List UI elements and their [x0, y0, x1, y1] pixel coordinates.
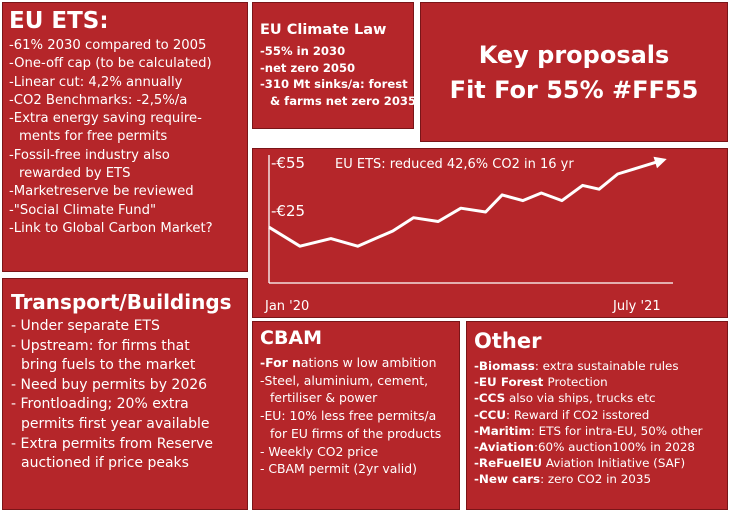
cbam-line-text: - Weekly CO2 price [260, 443, 379, 459]
other-panel: Other -Biomass: extra sustainable rules … [466, 321, 728, 510]
cbam-line: - CBAM permit (2yr valid) [260, 460, 452, 478]
other-line-text: : zero CO2 in 2035 [540, 472, 652, 487]
eu-ets-line: -Marketreserve be reviewed [9, 184, 194, 200]
eu-ets-list: -61% 2030 compared to 2005 -One-off cap … [9, 37, 241, 238]
eu-ets-line: -CO2 Benchmarks: -2,5%/a [9, 92, 188, 108]
other-line-bold: -ReFuelEU [474, 456, 543, 471]
transport-line: - Under separate ETS [11, 318, 160, 334]
other-line-bold: -Maritim [474, 423, 531, 438]
x-tick-label: Jan '20 [264, 299, 309, 314]
cbam-line-bold: -For n [260, 355, 301, 370]
price-series-line [268, 159, 662, 248]
other-line: -EU Forest Protection [474, 374, 720, 390]
other-line-text: Aviation Initiative (SAF) [542, 456, 686, 471]
eu-ets-line: -61% 2030 compared to 2005 [9, 38, 207, 53]
other-line: -Aviation:60% auction100% in 2028 [474, 439, 720, 455]
transport-line: - Upstream: for firms that [11, 337, 190, 354]
cbam-line-text: for EU firms of the products [270, 425, 442, 441]
cbam-list: -For nations w low ambition -Steel, alum… [260, 354, 452, 478]
transport-line: - Frontloading; 20% extra [11, 396, 189, 413]
transport-line: - Need buy permits by 2026 [11, 376, 208, 393]
cbam-line: - Weekly CO2 price [260, 443, 452, 461]
transport-line: - Extra permits from Reserve [11, 435, 213, 452]
other-line-bold: -Aviation [474, 440, 534, 455]
climate-law-list: -55% in 2030 -net zero 2050 -310 Mt sink… [260, 43, 417, 109]
other-line-bold: -New cars [474, 472, 541, 487]
other-line: -CCS also via ships, trucks etc [474, 390, 720, 406]
cbam-line-text: -EU: 10% less free permits/a [260, 408, 437, 424]
key-proposals-title: Key proposals [478, 41, 670, 69]
price-chart: -€55 -€25 EU ETS: reduced 42,6% CO2 in 1… [264, 154, 673, 314]
cbam-line: -For nations w low ambition [260, 354, 452, 372]
eu-ets-line: -"Social Climate Fund" [9, 202, 157, 218]
key-proposals-subtitle: Fit For 55% #FF55 [449, 76, 699, 104]
eu-ets-panel: EU ETS: -61% 2030 compared to 2005 -One-… [2, 2, 248, 272]
cbam-line: -EU: 10% less free permits/a [260, 407, 452, 425]
other-line: -Maritim: ETS for intra-EU, 50% other [474, 423, 720, 439]
cbam-line: for EU firms of the products [260, 425, 452, 443]
other-line: -CCU: Reward if CO2 isstored [474, 407, 720, 423]
climate-law-line: -55% in 2030 [260, 44, 346, 58]
climate-law-line: & farms net zero 2035 [270, 93, 417, 108]
eu-ets-title: EU ETS: [9, 8, 109, 34]
key-proposals-panel: Key proposals Fit For 55% #FF55 [420, 2, 728, 142]
other-line-text: also via ships, trucks etc [505, 391, 656, 406]
arrow-head-icon [653, 156, 667, 169]
climate-law-line: -net zero 2050 [260, 60, 356, 75]
other-line-bold: -CCU [474, 407, 507, 422]
transport-buildings-panel: Transport/Buildings - Under separate ETS… [2, 278, 248, 510]
other-list: -Biomass: extra sustainable rules -EU Fo… [474, 358, 720, 488]
cbam-line-text: fertiliser & power [270, 390, 378, 406]
price-chart-panel: -€55 -€25 EU ETS: reduced 42,6% CO2 in 1… [252, 148, 728, 318]
other-line: -New cars: zero CO2 in 2035 [474, 471, 720, 487]
other-line-text: Protection [547, 375, 608, 390]
x-tick-label: July '21 [612, 299, 661, 314]
cbam-title: CBAM [260, 327, 323, 349]
y-tick-label: -€55 [271, 154, 305, 172]
transport-list: - Under separate ETS - Upstream: for fir… [11, 317, 239, 474]
other-line-text: :60% auction100% in 2028 [533, 440, 695, 455]
cbam-line-text: -Steel, aluminium, cement, [260, 372, 429, 388]
eu-ets-line: ments for free permits [19, 129, 168, 145]
other-line: -ReFuelEU Aviation Initiative (SAF) [474, 455, 720, 471]
climate-law-title: EU Climate Law [260, 22, 387, 38]
chart-title: EU ETS: reduced 42,6% CO2 in 16 yr [335, 157, 574, 172]
other-line-text: : Reward if CO2 isstored [506, 407, 650, 422]
other-line-text: : ETS for intra-EU, 50% other [530, 423, 703, 438]
climate-law-panel: EU Climate Law -55% in 2030 -net zero 20… [252, 2, 417, 129]
eu-ets-line: -Linear cut: 4,2% annually [9, 74, 183, 90]
other-line-bold: -Biomass [474, 359, 535, 373]
eu-ets-line: -Extra energy saving require- [9, 111, 202, 127]
cbam-panel: CBAM -For nations w low ambition -Steel,… [252, 321, 460, 510]
cbam-line: fertiliser & power [260, 389, 452, 407]
climate-law-line: -310 Mt sinks/a: forest [260, 77, 408, 92]
other-line-bold: -EU Forest [474, 375, 548, 390]
cbam-line-text: ations w low ambition [300, 355, 437, 370]
transport-line: bring fuels to the market [21, 357, 196, 374]
transport-line: auctioned if price peaks [21, 455, 189, 472]
eu-ets-line: rewarded by ETS [19, 166, 131, 182]
eu-ets-line: -Fossil-free industry also [9, 147, 170, 163]
other-line: -Biomass: extra sustainable rules [474, 358, 720, 374]
other-title: Other [474, 329, 542, 353]
eu-ets-line: -One-off cap (to be calculated) [9, 56, 212, 72]
transport-title: Transport/Buildings [11, 290, 232, 314]
cbam-line-text: - CBAM permit (2yr valid) [260, 461, 417, 477]
transport-line: permits first year available [21, 415, 210, 432]
other-line-text: : extra sustainable rules [534, 359, 679, 373]
cbam-line: -Steel, aluminium, cement, [260, 372, 452, 390]
other-line-bold: -CCS [474, 391, 506, 406]
eu-ets-line: -Link to Global Carbon Market? [9, 220, 213, 236]
y-tick-label: -€25 [271, 202, 305, 220]
